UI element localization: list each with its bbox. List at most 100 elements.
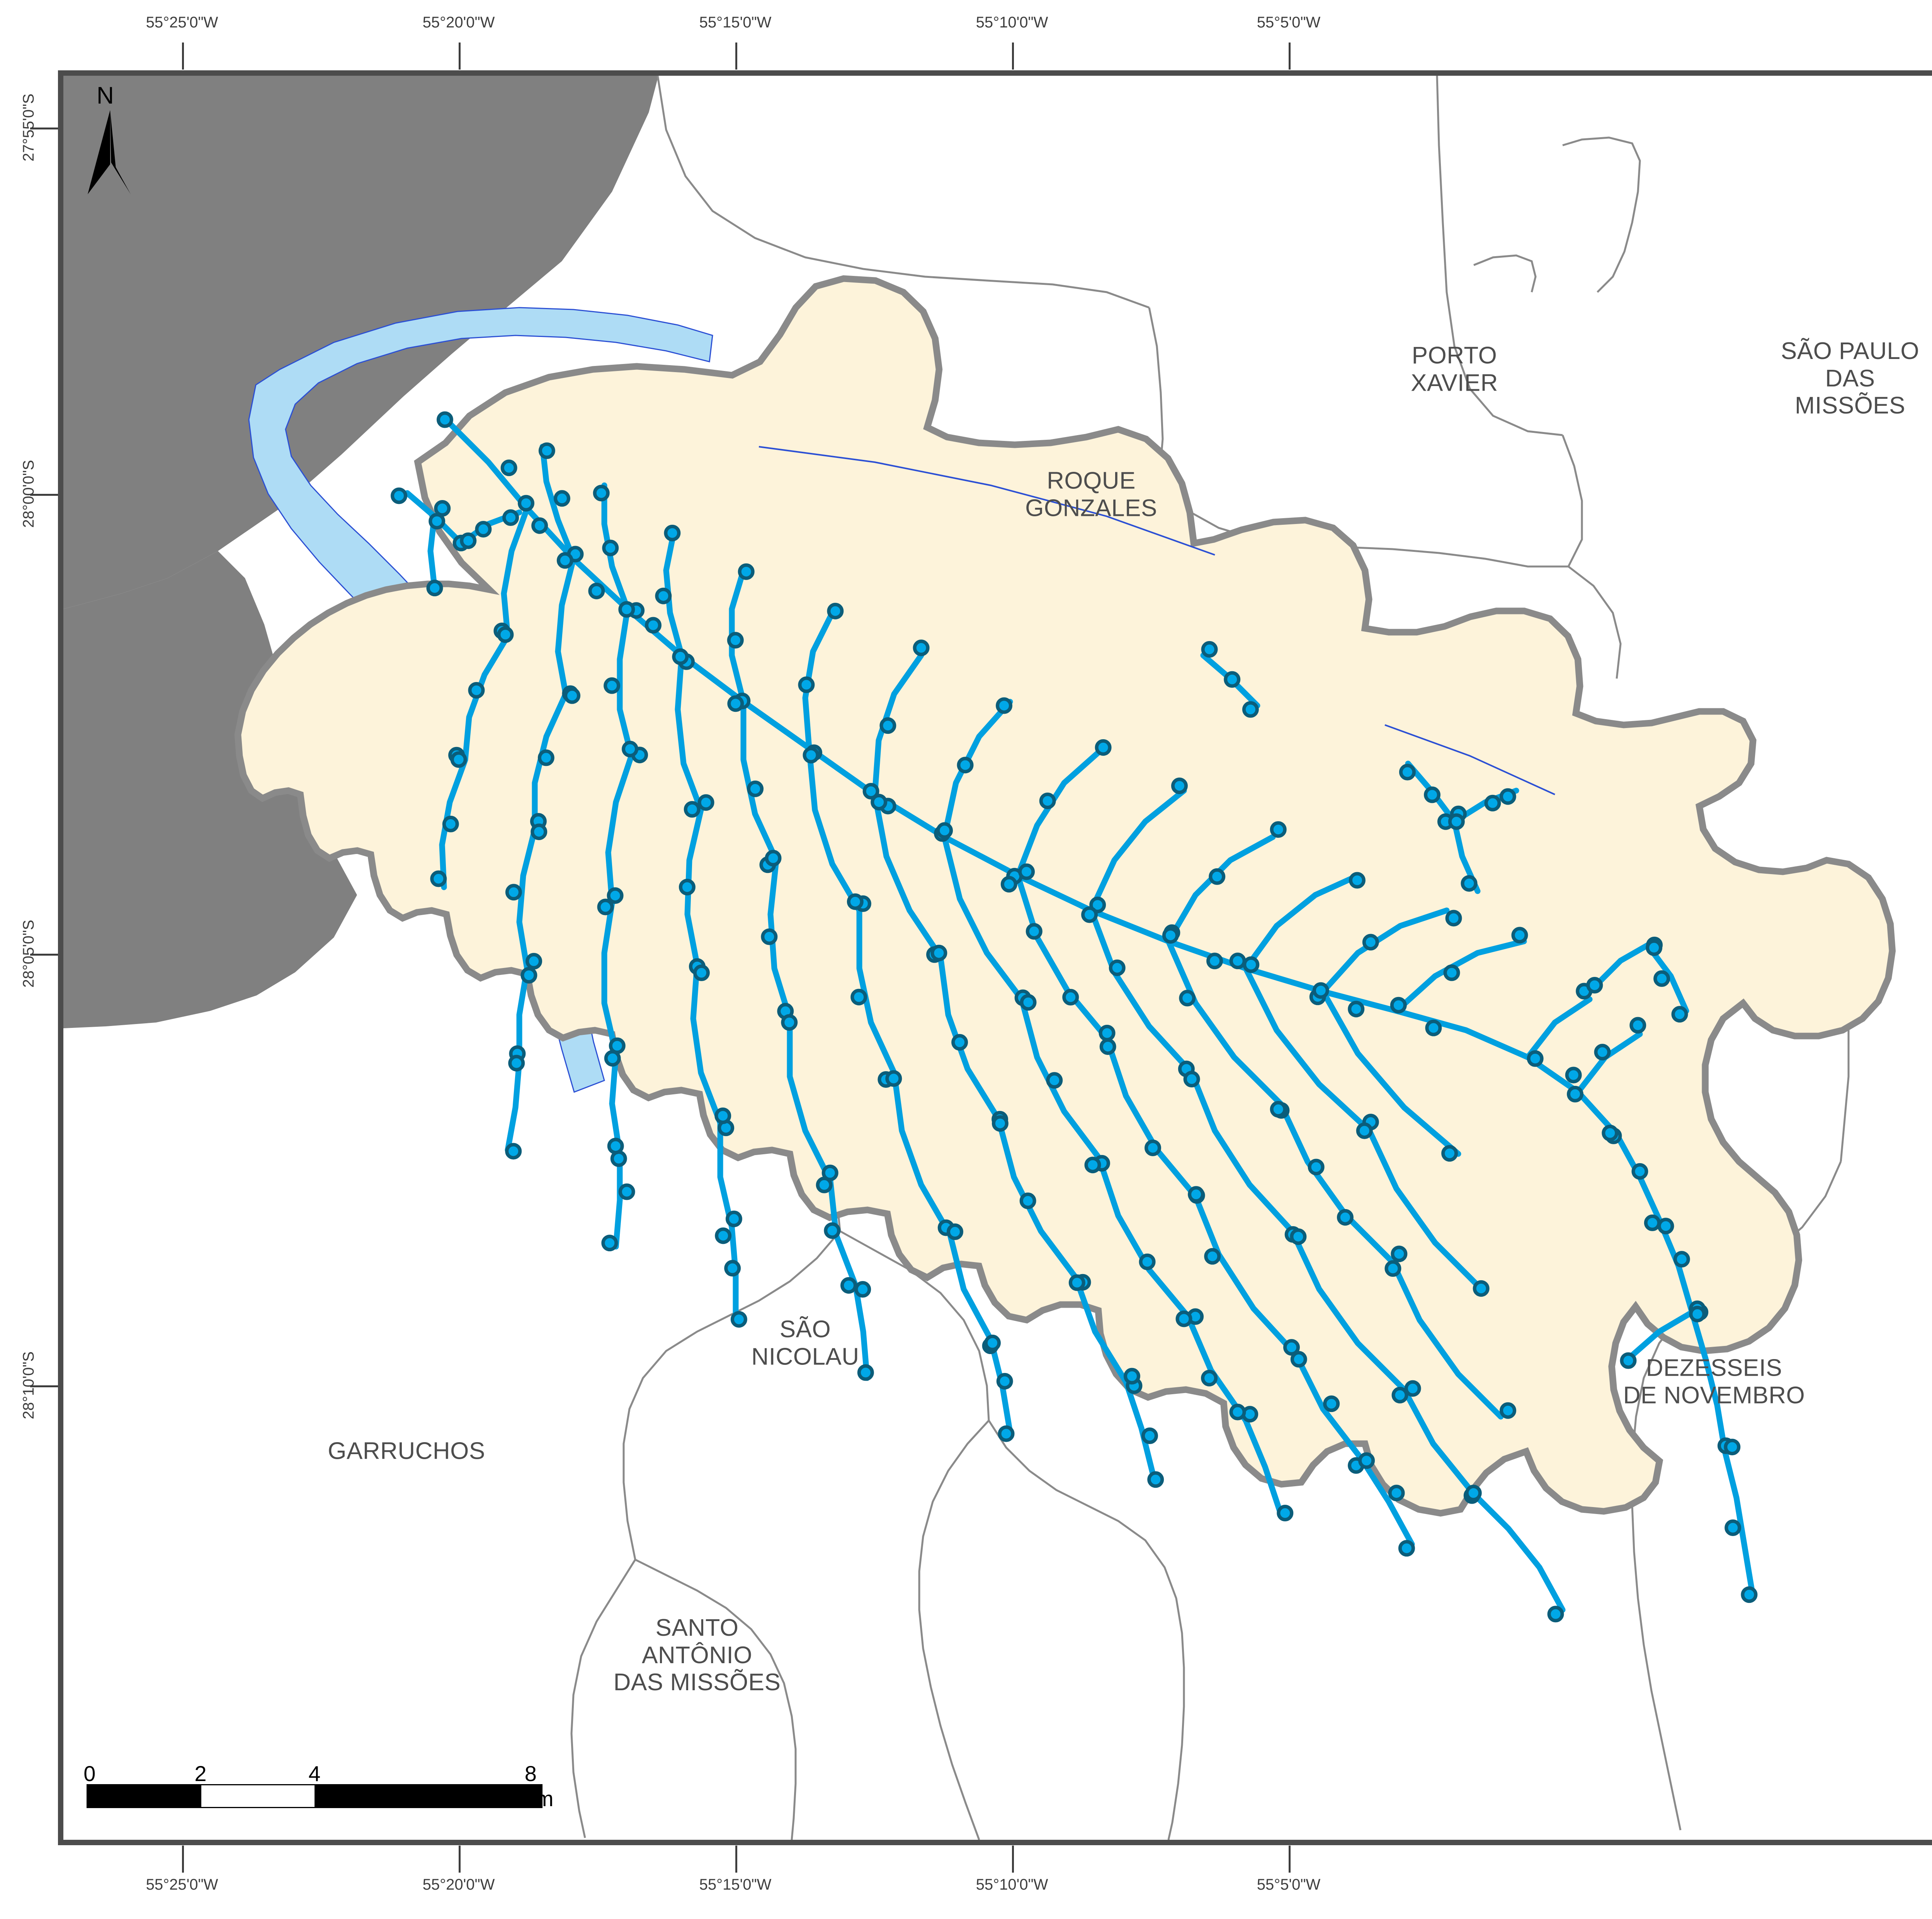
spring-point	[1020, 994, 1037, 1011]
spring-point	[1183, 1071, 1200, 1088]
spring-point	[1283, 1339, 1300, 1356]
spring-point	[1039, 792, 1056, 809]
spring-point	[951, 1034, 968, 1051]
lon-tick-top-3	[1012, 43, 1014, 70]
lon-tick-bot-4	[1289, 1846, 1291, 1873]
spring-point	[1566, 1085, 1583, 1102]
spring-point	[604, 677, 621, 694]
spring-point	[1724, 1439, 1741, 1456]
spring-point	[781, 1014, 798, 1031]
spring-point	[502, 509, 519, 526]
spring-point	[1398, 1540, 1415, 1557]
spring-point	[1209, 868, 1226, 885]
spring-point	[862, 783, 879, 800]
spring-point	[827, 602, 844, 619]
lon-label-bot-1: 55°20'0"W	[422, 1876, 495, 1893]
spring-point	[1620, 1352, 1637, 1369]
lon-tick-top-0	[182, 43, 184, 70]
neighbor-label-1: SÃO PAULO DAS MISSÕES	[1781, 337, 1920, 419]
spring-point	[693, 964, 710, 981]
spring-point	[622, 740, 639, 757]
spring-point	[715, 1227, 732, 1244]
spring-point	[1445, 910, 1462, 927]
lon-tick-bot-3	[1012, 1846, 1014, 1873]
spring-point	[1629, 1017, 1646, 1034]
spring-point	[946, 1223, 963, 1240]
spring-point	[1099, 1038, 1116, 1055]
lon-label-top-2: 55°15'0"W	[699, 14, 772, 31]
spring-point	[436, 411, 453, 428]
spring-point	[1081, 906, 1098, 923]
spring-point	[1391, 1245, 1408, 1262]
map-graphic	[63, 76, 1932, 1840]
spring-point	[645, 617, 662, 634]
spring-point	[730, 1311, 747, 1328]
spring-point	[1349, 872, 1366, 889]
spring-point	[1391, 1387, 1408, 1404]
lat-tick-3	[30, 1385, 58, 1387]
spring-point	[1270, 1101, 1287, 1118]
lat-tick-2	[30, 954, 58, 956]
spring-point	[468, 682, 485, 699]
spring-point	[618, 601, 635, 618]
spring-point	[1602, 1125, 1619, 1142]
spring-point	[601, 1235, 618, 1252]
scale-tick-1: 2	[194, 1761, 207, 1786]
north-arrow-label: N	[97, 82, 114, 109]
spring-point	[508, 1055, 525, 1072]
scale-bar-graphic	[87, 1784, 543, 1808]
spring-point	[1243, 956, 1260, 973]
spring-point	[1139, 1253, 1156, 1270]
spring-point	[1390, 997, 1407, 1014]
lon-label-top-3: 55°10'0"W	[976, 14, 1048, 31]
spring-point	[1162, 927, 1179, 944]
spring-point	[1547, 1606, 1564, 1623]
scale-seg-3	[315, 1785, 428, 1807]
spring-point	[1204, 1248, 1221, 1265]
spring-point	[679, 879, 696, 896]
map-canvas[interactable]: N 0 2 4 8 km PORTO XAVIER SÃO PAULO DAS MISS…	[63, 76, 1932, 1840]
spring-point	[556, 552, 573, 569]
spring-point	[607, 887, 624, 904]
spring-point	[871, 794, 888, 811]
spring-point	[821, 1164, 838, 1181]
spring-point	[1423, 786, 1440, 803]
spring-point	[1019, 1193, 1036, 1210]
spring-point	[1337, 1209, 1354, 1226]
lat-tick-1	[30, 494, 58, 496]
spring-point	[618, 1183, 635, 1200]
spring-point	[517, 495, 534, 512]
spring-point	[854, 1281, 871, 1298]
spring-point	[840, 1277, 857, 1294]
spring-point	[531, 823, 548, 840]
spring-point	[1242, 701, 1259, 718]
lon-label-bot-3: 55°10'0"W	[976, 1876, 1048, 1893]
spring-point	[1441, 1145, 1458, 1162]
spring-point	[426, 580, 443, 597]
spring-point	[1046, 1072, 1063, 1089]
spring-point	[1026, 923, 1043, 940]
spring-point	[803, 747, 820, 764]
spring-point	[588, 582, 605, 599]
spring-point	[1594, 1044, 1611, 1061]
spring-point	[1362, 934, 1379, 951]
spring-point	[1270, 821, 1287, 838]
spring-point	[597, 898, 614, 915]
spring-point	[1084, 1157, 1101, 1174]
spring-point	[1277, 1505, 1294, 1522]
spring-point	[824, 1222, 841, 1239]
spring-point	[1527, 1050, 1544, 1067]
spring-point	[537, 749, 554, 766]
spring-point	[1500, 1402, 1517, 1419]
spring-point	[475, 521, 492, 538]
spring-point	[1689, 1305, 1706, 1322]
lon-tick-bot-0	[182, 1846, 184, 1873]
spring-point	[1461, 875, 1478, 892]
scale-tick-2: 4	[308, 1761, 321, 1786]
north-arrow: N	[78, 82, 136, 194]
spring-point	[1123, 1368, 1140, 1385]
neighbor-label-0: PORTO XAVIER	[1411, 342, 1498, 396]
lon-label-bot-0: 55°25'0"W	[146, 1876, 218, 1893]
spring-point	[460, 532, 477, 549]
scale-bar-labels: 0 2 4 8 km	[83, 1761, 553, 1811]
